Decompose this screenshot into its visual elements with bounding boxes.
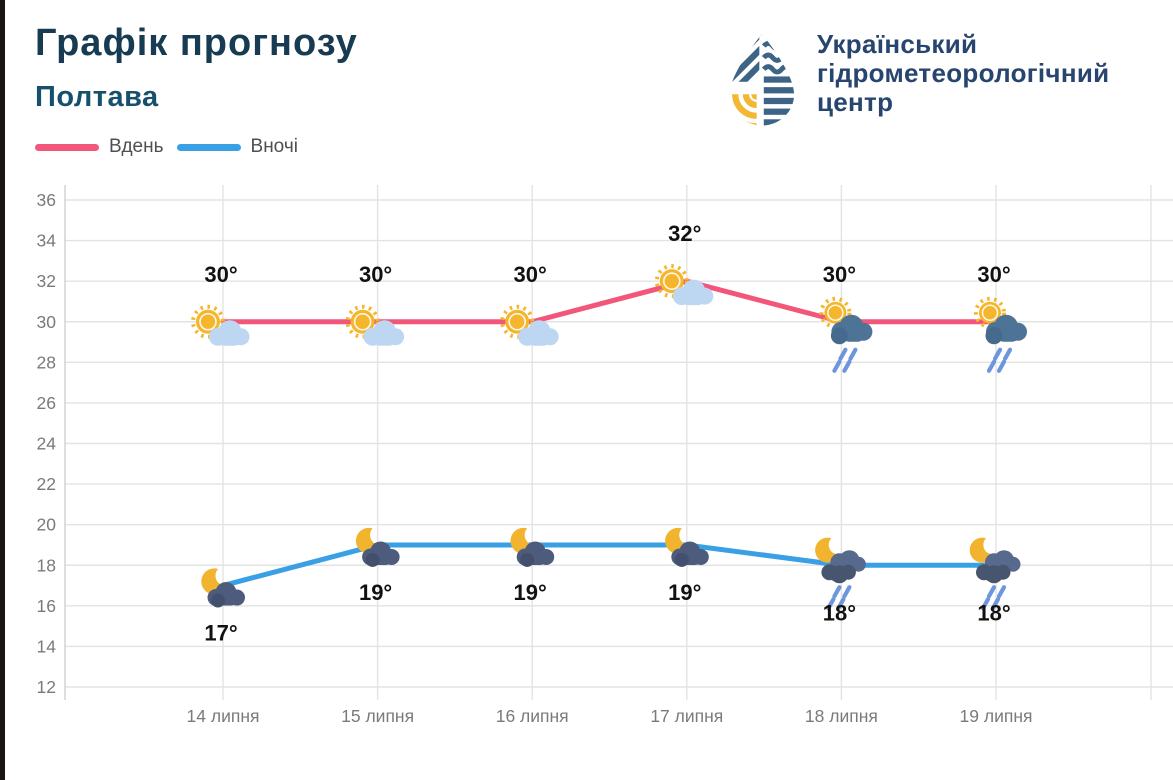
- sun-cloud-icon: [191, 304, 252, 348]
- x-tick-label: 19 липня: [960, 706, 1033, 726]
- x-tick-label: 18 липня: [805, 706, 878, 726]
- org-name-line2: гідрометеорологічний: [817, 58, 1110, 88]
- y-tick-label: 30: [37, 312, 57, 332]
- temperature-label: 30°: [514, 262, 547, 287]
- x-tick-label: 14 липня: [187, 706, 260, 726]
- header: Графік прогнозу Полтава Вдень Вночі: [35, 22, 358, 158]
- legend-item-day: Вдень: [35, 136, 164, 158]
- night-temperature-line: [220, 542, 999, 589]
- x-tick-label: 15 липня: [341, 706, 414, 726]
- org-name-line1: Український: [817, 29, 978, 59]
- y-tick-label: 12: [37, 677, 56, 697]
- y-tick-label: 28: [37, 352, 56, 372]
- legend-label-night: Вночі: [250, 136, 298, 157]
- x-tick-label: 17 липня: [650, 706, 723, 726]
- temperature-label: 30°: [823, 262, 856, 287]
- forecast-chart: 36 34 32 30 28 26 24 22 20 18 16 14 12 14 липня 15 лип…: [10, 180, 1173, 760]
- temperature-label: 30°: [977, 262, 1010, 287]
- temperature-label: 18°: [977, 600, 1010, 625]
- y-tick-label: 16: [37, 596, 56, 616]
- y-tick-label: 18: [37, 555, 56, 575]
- temperature-label: 19°: [359, 580, 392, 605]
- forecast-chart-svg: 36 34 32 30 28 26 24 22 20 18 16 14 12 14 липня 15 лип…: [37, 185, 1173, 726]
- legend-item-night: Вночі: [176, 136, 298, 158]
- sun-cloud-icon: [345, 304, 407, 348]
- y-tick-label: 26: [37, 393, 56, 413]
- temperature-label: 17°: [204, 621, 237, 646]
- moon-rain-icon: [970, 538, 1021, 609]
- y-tick-label: 22: [37, 474, 56, 494]
- sun-cloud-icon: [500, 304, 561, 348]
- page-title: Графік прогнозу: [35, 22, 358, 64]
- day-line-swatch: [35, 143, 99, 151]
- org-name: Український гідрометеорологічний центр: [817, 30, 1109, 117]
- temperature-label: 19°: [514, 580, 547, 605]
- temperature-label: 18°: [823, 600, 856, 625]
- water-drop-logo-icon: [729, 33, 795, 126]
- temperature-label: 30°: [359, 262, 392, 287]
- y-tick-label: 36: [37, 190, 56, 210]
- y-tick-label: 20: [37, 515, 57, 535]
- night-line-swatch: [176, 143, 241, 151]
- sun-rain-icon: [976, 299, 1027, 371]
- sun-rain-icon: [821, 299, 872, 371]
- x-tick-label: 16 липня: [496, 706, 569, 726]
- uhmc-logo: Український гідрометеорологічний центр: [717, 30, 1109, 130]
- y-tick-label: 32: [37, 271, 56, 291]
- org-name-line3: центр: [817, 87, 894, 117]
- chart-legend: Вдень Вночі: [35, 136, 358, 158]
- legend-label-day: Вдень: [109, 136, 164, 157]
- y-tick-label: 24: [37, 434, 57, 454]
- y-tick-label: 34: [37, 231, 57, 251]
- moon-rain-icon: [815, 538, 866, 609]
- temperature-label: 32°: [668, 221, 701, 246]
- y-tick-label: 14: [37, 636, 57, 656]
- day-temperature-line: [220, 278, 999, 325]
- temperature-label: 30°: [204, 262, 237, 287]
- city-subtitle: Полтава: [35, 81, 159, 113]
- temperature-label: 19°: [668, 580, 701, 605]
